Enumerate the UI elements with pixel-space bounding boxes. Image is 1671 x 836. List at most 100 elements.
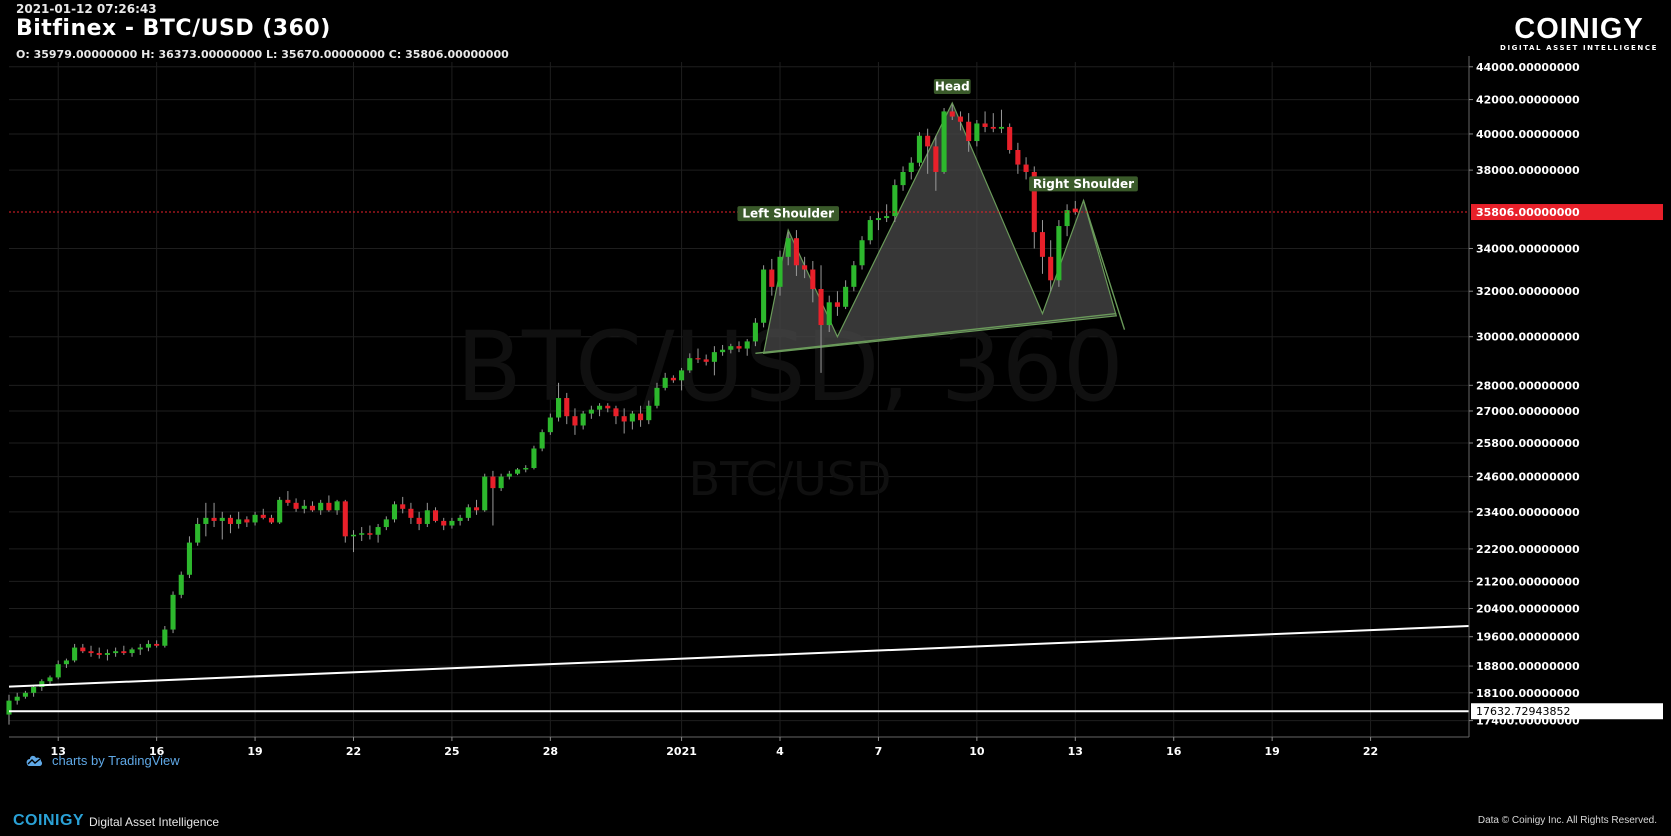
candle-body [367, 533, 373, 535]
candle-body [211, 517, 217, 521]
candle-body [473, 507, 480, 511]
candle-body [424, 510, 430, 524]
price-tick-label: 18100.00000000 [1476, 687, 1580, 700]
candle-body [137, 647, 143, 650]
candle-body [875, 218, 881, 221]
brand-tagline: DIGITAL ASSET INTELLIGENCE [1500, 44, 1658, 52]
horizontal-line-label: 17632.72943852 [1476, 705, 1570, 718]
candle-body [334, 501, 340, 511]
candle-body [597, 405, 603, 410]
candle-body [186, 542, 192, 575]
pattern-label: Right Shoulder [1033, 177, 1134, 191]
candle-body [39, 681, 45, 687]
price-tick-label: 32000.00000000 [1476, 285, 1580, 298]
candle-body [974, 123, 980, 142]
footer-attribution: Data © Coinigy Inc. All Rights Reserved. [1477, 815, 1657, 826]
candle-body [244, 519, 250, 523]
candle-body [227, 517, 234, 524]
candle-body [22, 692, 28, 697]
candle-body [1015, 149, 1021, 165]
candle-body [416, 517, 422, 524]
price-tick-label: 25800.00000000 [1476, 437, 1580, 450]
time-axis: 13 16 19 22 25 28 2021 4 7 10 13 16 19 22 [9, 736, 1469, 758]
pattern-label-bg [1029, 176, 1138, 192]
price-tick-label: 44000.00000000 [1476, 61, 1580, 74]
candle-body [285, 499, 291, 503]
candle-body [966, 121, 972, 142]
candle-body [547, 417, 553, 433]
time-tick-label: 13 [1068, 745, 1083, 758]
candle-body [802, 265, 808, 270]
candle-body [318, 502, 324, 511]
candle-body [55, 664, 61, 678]
price-tick-label: 42000.00000000 [1476, 94, 1580, 107]
head-and-shoulders-pattern [755, 101, 1126, 355]
current-price-badge [1471, 204, 1663, 221]
footer-logo: COINIGY [13, 812, 85, 829]
candle-body [1039, 232, 1046, 257]
candle-body [88, 651, 94, 654]
time-tick-label: 2021 [666, 745, 697, 758]
tradingview-link[interactable]: charts by TradingView [24, 753, 180, 768]
candle-body [129, 649, 135, 654]
candle-body [400, 504, 406, 509]
watermark-sub: BTC/USD [689, 452, 892, 506]
candle-body [572, 416, 578, 426]
candle-body [556, 398, 562, 418]
pattern-label: Head [935, 79, 970, 93]
candle-body [342, 501, 348, 537]
footer-tagline: Digital Asset Intelligence [89, 815, 220, 829]
candle-body [662, 377, 668, 388]
candle-body [834, 302, 840, 307]
candle-body [744, 341, 750, 349]
candle-body [900, 171, 906, 186]
price-tick-label: 30000.00000000 [1476, 331, 1580, 344]
price-tick-label: 24600.00000000 [1476, 471, 1580, 484]
candle-body [1056, 226, 1062, 281]
candle-body [301, 505, 307, 509]
candle-body [711, 352, 717, 362]
candle-body [498, 476, 504, 489]
candle-body [326, 502, 332, 511]
candle-body [785, 238, 791, 257]
current-price-label: 35806.00000000 [1476, 206, 1580, 219]
candle-body [457, 517, 463, 521]
candle-body [252, 514, 258, 523]
time-tick-label: 10 [969, 745, 985, 758]
candle-body [1007, 126, 1013, 150]
candle-body [432, 510, 439, 521]
timestamp: 2021-01-12 07:26:43 [16, 2, 157, 16]
candle-body [728, 346, 734, 350]
tradingview-label: charts by TradingView [52, 753, 180, 768]
candle-body [154, 643, 160, 646]
candle-body [1064, 210, 1070, 227]
candle-body [383, 519, 389, 528]
candle-body [859, 240, 865, 266]
price-tick-label: 23400.00000000 [1476, 506, 1580, 519]
candle-body [236, 519, 242, 524]
time-tick-label: 19 [1264, 745, 1279, 758]
price-tick-label: 40000.00000000 [1476, 128, 1580, 141]
candle-body [679, 370, 685, 381]
candle-body [580, 413, 586, 426]
price-tick-label: 21200.00000000 [1476, 575, 1580, 588]
candle-body [104, 653, 110, 655]
pattern-shape [762, 101, 1118, 355]
candle-body [810, 269, 816, 290]
candle-body [1031, 171, 1037, 233]
pattern-label: Left Shoulder [742, 207, 834, 221]
candle-body [162, 629, 168, 646]
candle-body [121, 651, 127, 654]
candle-body [654, 387, 660, 406]
time-tick-label: 7 [875, 745, 883, 758]
candle-body [695, 358, 701, 360]
candle-body [96, 653, 102, 655]
candle-body [818, 289, 824, 326]
time-tick-label: 16 [1166, 745, 1182, 758]
candle-body [933, 146, 939, 172]
price-tick-label: 19600.00000000 [1476, 631, 1580, 644]
candle-body [843, 286, 849, 307]
pattern-neckline [755, 312, 1117, 355]
candle-body [170, 594, 176, 630]
